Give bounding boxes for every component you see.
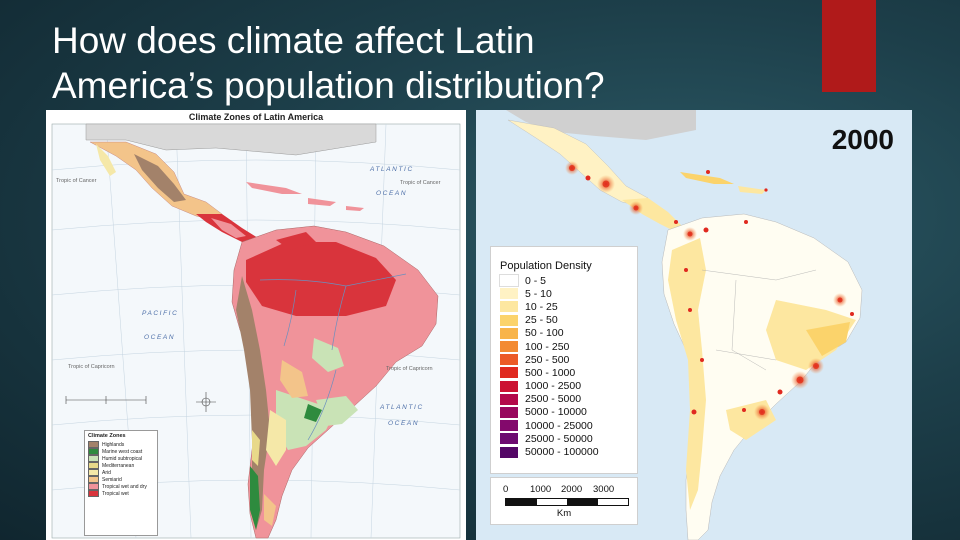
climate-legend-item: Semiarid: [88, 476, 157, 483]
legend-swatch: [88, 462, 99, 469]
climate-legend-item: Marine west coast: [88, 448, 157, 455]
legend-label: 1000 - 2500: [525, 380, 582, 393]
population-legend-item: 25 - 50: [500, 314, 637, 327]
population-legend-title: Population Density: [500, 260, 592, 272]
climate-legend-item: Highlands: [88, 441, 157, 448]
population-legend-item: 1000 - 2500: [500, 380, 637, 393]
scale-tick: 1000: [530, 484, 552, 495]
scale-tick: 2000: [561, 484, 583, 495]
legend-label: Marine west coast: [102, 448, 143, 455]
legend-swatch: [88, 476, 99, 483]
legend-swatch: [500, 301, 518, 313]
legend-swatch: [500, 446, 518, 458]
legend-label: 25000 - 50000: [525, 432, 593, 445]
climate-legend-item: Mediterranean: [88, 462, 157, 469]
population-legend-item: 25000 - 50000: [500, 432, 637, 445]
tropic-label: Tropic of Cancer: [400, 180, 441, 186]
slide-title-line-1: How does climate affect Latin: [52, 20, 535, 61]
map-year-label: 2000: [831, 124, 894, 155]
slide-title: How does climate affect Latin America’s …: [52, 18, 752, 108]
ocean-label: ATLANTIC: [370, 166, 414, 173]
legend-swatch: [500, 288, 518, 300]
ocean-label: OCEAN: [144, 334, 176, 341]
scale-unit: Km: [556, 508, 572, 519]
legend-label: 2500 - 5000: [525, 393, 582, 406]
legend-label: Mediterranean: [102, 462, 135, 469]
legend-swatch: [500, 367, 518, 379]
legend-swatch: [88, 448, 99, 455]
legend-label: 25 - 50: [525, 314, 558, 327]
climate-legend-item: Humid subtropical: [88, 455, 157, 462]
legend-label: 250 - 500: [525, 353, 570, 366]
legend-swatch: [500, 327, 518, 339]
legend-label: 50 - 100: [525, 327, 564, 340]
legend-swatch: [88, 441, 99, 448]
legend-label: 10 - 25: [525, 300, 558, 313]
legend-label: 500 - 1000: [525, 366, 576, 379]
legend-label: Tropical wet: [102, 490, 129, 497]
legend-swatch: [88, 455, 99, 462]
legend-swatch: [500, 420, 518, 432]
legend-label: 5000 - 10000: [525, 406, 587, 419]
population-legend-item: 50000 - 100000: [500, 445, 637, 458]
population-legend-item: 250 - 500: [500, 353, 637, 366]
ocean-label: OCEAN: [376, 190, 408, 197]
population-legend-item: 5 - 10: [500, 287, 637, 300]
scale-tick: 0: [503, 484, 509, 495]
legend-label: 100 - 250: [525, 340, 570, 353]
accent-bar: [822, 0, 876, 92]
legend-label: Semiarid: [102, 476, 122, 483]
legend-swatch: [500, 406, 518, 418]
legend-label: Tropical wet and dry: [102, 483, 147, 490]
climate-map-title: Climate Zones of Latin America: [188, 112, 324, 122]
climate-legend-item: Arid: [88, 469, 157, 476]
climate-legend: Climate Zones Highlands Marine west coast…: [84, 430, 158, 536]
legend-swatch: [500, 380, 518, 392]
population-legend-item: 5000 - 10000: [500, 406, 637, 419]
ocean-label: PACIFIC: [142, 310, 179, 317]
scale-tick: 3000: [593, 484, 615, 495]
legend-label: Highlands: [102, 441, 125, 448]
tropic-label: Tropic of Cancer: [56, 178, 97, 184]
legend-swatch: [88, 483, 99, 490]
slide-title-line-2: America’s population distribution?: [52, 65, 605, 106]
legend-swatch: [88, 490, 99, 497]
legend-swatch: [499, 274, 519, 288]
legend-swatch: [500, 393, 518, 405]
legend-swatch: [500, 354, 518, 366]
ocean-label: OCEAN: [388, 420, 420, 427]
climate-legend-item: Tropical wet and dry: [88, 483, 157, 490]
scale-bar-graphic: [505, 498, 629, 506]
population-legend-item: 2500 - 5000: [500, 393, 637, 406]
climate-legend-item: Tropical wet: [88, 490, 157, 497]
legend-swatch: [88, 469, 99, 476]
climate-zones-map: Climate Zones of Latin America ATLANTIC …: [46, 110, 466, 540]
legend-label: Humid subtropical: [102, 455, 143, 462]
population-legend-item: 0 - 5: [499, 274, 637, 288]
population-legend-item: 500 - 1000: [500, 366, 637, 379]
climate-map-graphic: [46, 110, 466, 540]
map-scale-bar: 0 1000 2000 3000 Km: [490, 477, 638, 525]
legend-label: 10000 - 25000: [525, 419, 593, 432]
tropic-label: Tropic of Capricorn: [68, 364, 115, 370]
climate-legend-title: Climate Zones: [88, 433, 126, 439]
population-legend-item: 50 - 100: [500, 327, 637, 340]
legend-swatch: [500, 433, 518, 445]
legend-label: Arid: [102, 469, 111, 476]
legend-label: 50000 - 100000: [525, 446, 599, 459]
legend-swatch: [500, 314, 518, 326]
tropic-label: Tropic of Capricorn: [386, 366, 433, 372]
population-legend-item: 10000 - 25000: [500, 419, 637, 432]
ocean-label: ATLANTIC: [380, 404, 424, 411]
population-legend-item: 10 - 25: [500, 300, 637, 313]
legend-swatch: [500, 341, 518, 353]
legend-label: 0 - 5: [525, 274, 547, 287]
legend-label: 5 - 10: [525, 287, 552, 300]
population-legend-item: 100 - 250: [500, 340, 637, 353]
